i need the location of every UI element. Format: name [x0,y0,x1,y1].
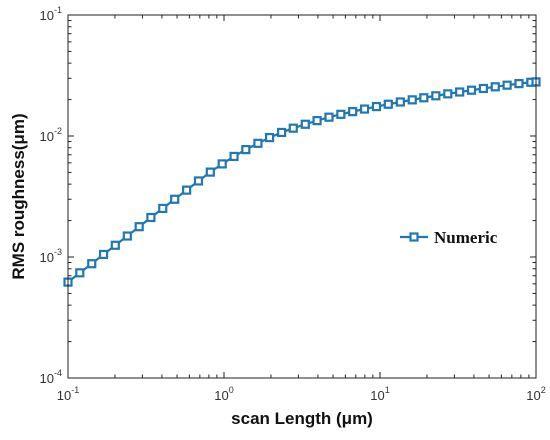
data-point [134,222,144,232]
data-point [241,145,251,155]
data-point [466,85,477,95]
data-point [193,176,204,186]
data-point [158,203,168,214]
data-point [253,138,263,148]
y-axis-title: RMS roughness(μm) [9,113,28,279]
data-point [122,231,132,241]
data-point [324,112,334,122]
data-point [431,91,441,101]
data-point [98,249,109,260]
data-point [205,167,215,177]
data-point [182,185,192,195]
x-tick-label: 100 [214,385,233,403]
data-point [478,83,488,94]
plot-frame [67,14,537,379]
data-point [395,97,405,107]
data-point [217,159,227,169]
x-tick-label: 10-1 [57,385,79,403]
data-point [300,119,310,129]
data-point [336,109,346,119]
data-point [407,95,417,105]
data-point [514,79,524,89]
y-tick-label: 10-4 [40,368,62,386]
data-point [359,104,370,114]
data-point [87,259,97,269]
data-point [110,240,120,250]
data-point [264,133,275,143]
x-axis-title: scan Length (μm) [231,409,373,428]
x-tick-label: 101 [370,385,389,403]
data-point [443,89,453,99]
data-point [288,123,298,133]
data-point [419,93,429,103]
y-tick-label: 10-1 [40,5,62,23]
legend-marker [409,232,419,242]
y-tick-label: 10-3 [40,247,62,265]
x-tick-label: 102 [526,385,545,403]
data-point [490,82,500,92]
data-point [146,212,156,223]
data-point [455,87,465,97]
data-point [277,127,287,138]
legend: Numeric [400,228,498,247]
legend-label: Numeric [434,228,498,247]
data-point [75,268,85,278]
data-point [170,194,180,204]
data-point [312,116,322,126]
series-layer [63,77,541,287]
data-point [371,101,382,112]
series-line-numeric [67,80,537,283]
y-tick-label: 10-2 [40,126,62,144]
axis-ticks: 10-1 100 101 102 10-4 10-3 10-2 10-1 [40,5,546,403]
data-point [229,151,239,162]
data-point [502,80,512,90]
data-point [348,107,358,117]
data-point [383,99,393,109]
